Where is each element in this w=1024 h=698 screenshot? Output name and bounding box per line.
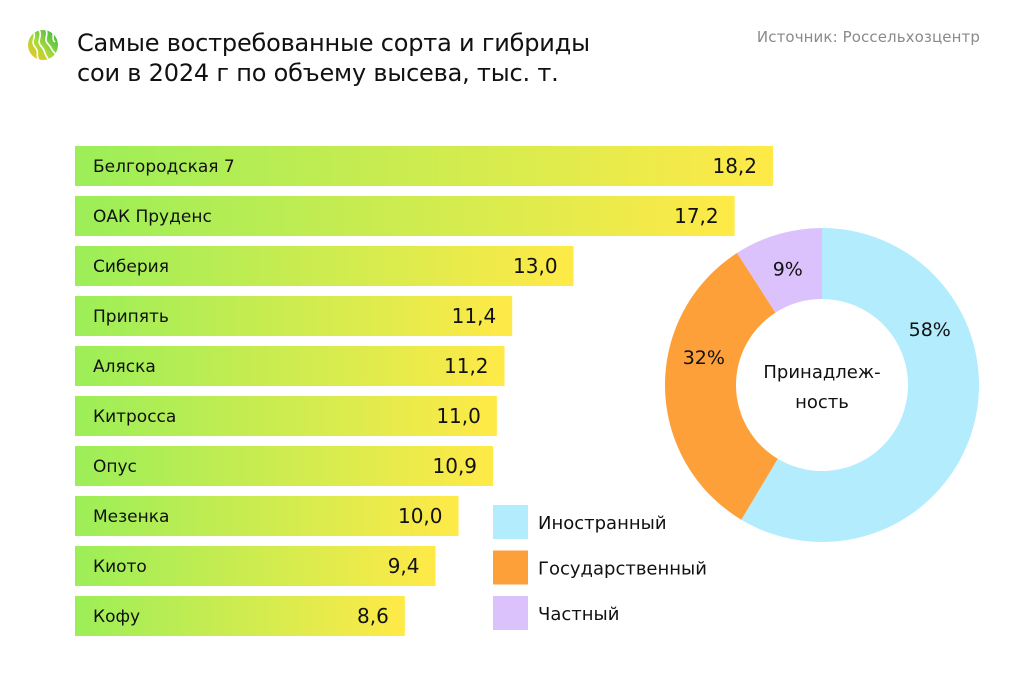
bar-value-label: 10,0 xyxy=(398,504,443,528)
legend-swatch xyxy=(493,550,528,585)
bar-group: Припять 11,4 xyxy=(75,296,513,336)
chart-title-line-1: Самые востребованные сорта и гибриды xyxy=(77,29,590,57)
bar-category-label: Сиберия xyxy=(93,257,169,277)
bar xyxy=(75,246,574,286)
donut-slice xyxy=(741,228,980,542)
donut-slice-label: 9% xyxy=(773,258,803,280)
bar-group: Сиберия 13,0 xyxy=(75,246,574,286)
logo-icon xyxy=(28,30,58,60)
bar-value-label: 11,4 xyxy=(452,304,497,328)
bar xyxy=(75,546,436,586)
bar-value-label: 8,6 xyxy=(357,604,389,628)
bar-group: Аляска 11,2 xyxy=(75,346,505,386)
chart-title: Самые востребованные сорта и гибриды сои… xyxy=(77,28,677,88)
legend-label: Государственный xyxy=(538,559,707,580)
donut-slice-label: 58% xyxy=(909,319,951,341)
donut-slice xyxy=(737,228,822,313)
bar xyxy=(75,296,513,336)
bar-category-label: Китросса xyxy=(93,407,176,427)
donut-slice-label: 32% xyxy=(683,347,725,369)
bar-group: Опус 10,9 xyxy=(75,446,494,486)
bar-category-label: Опус xyxy=(93,457,137,477)
legend-item: Иностранный xyxy=(493,505,667,539)
bar-category-label: Белгородская 7 xyxy=(93,157,235,177)
bar xyxy=(75,146,773,186)
bar-group: Китросса 11,0 xyxy=(75,396,497,436)
source-note: Источник: Россельхозцентр xyxy=(756,28,980,46)
bar xyxy=(75,396,497,436)
bar-chart: Белгородская 7 18,2 ОАК Пруденс 17,2 Сиберия… xyxy=(75,146,773,636)
legend-swatch xyxy=(493,596,528,630)
chart-title-line-2: сои в 2024 г по объему высева, тыс. т. xyxy=(77,59,559,87)
bar-category-label: Припять xyxy=(93,307,169,327)
donut-center-label: ность xyxy=(795,392,849,413)
bar-value-label: 13,0 xyxy=(513,254,558,278)
bar-category-label: Киото xyxy=(93,557,147,577)
bar-category-label: Кофу xyxy=(93,607,140,627)
bar xyxy=(75,446,494,486)
bar xyxy=(75,596,405,636)
bar-value-label: 11,2 xyxy=(444,354,489,378)
bar-value-label: 17,2 xyxy=(674,204,719,228)
donut-slice xyxy=(664,252,778,520)
bar xyxy=(75,496,459,536)
bar-group: Киото 9,4 xyxy=(75,546,436,586)
legend-item: Государственный xyxy=(493,550,707,585)
bar-category-label: Мезенка xyxy=(93,507,169,527)
legend: Иностранный Государственный Частный xyxy=(493,505,707,630)
legend-item: Частный xyxy=(493,596,619,630)
bar-group: Мезенка 10,0 xyxy=(75,496,459,536)
bar xyxy=(75,196,735,236)
bar xyxy=(75,346,505,386)
bar-group: ОАК Пруденс 17,2 xyxy=(75,196,735,236)
donut-chart: 58% 32% 9% Принадлеж-ность xyxy=(664,228,980,542)
donut-center-label: Принадлеж- xyxy=(763,362,880,383)
legend-swatch xyxy=(493,505,528,539)
bar-group: Кофу 8,6 xyxy=(75,596,405,636)
legend-label: Частный xyxy=(538,604,619,625)
bar-group: Белгородская 7 18,2 xyxy=(75,146,773,186)
bar-value-label: 9,4 xyxy=(388,554,420,578)
bar-value-label: 18,2 xyxy=(712,154,757,178)
bar-category-label: Аляска xyxy=(93,357,156,377)
bar-value-label: 11,0 xyxy=(436,404,481,428)
bar-value-label: 10,9 xyxy=(433,454,478,478)
legend-label: Иностранный xyxy=(538,513,667,534)
bar-category-label: ОАК Пруденс xyxy=(93,207,212,227)
